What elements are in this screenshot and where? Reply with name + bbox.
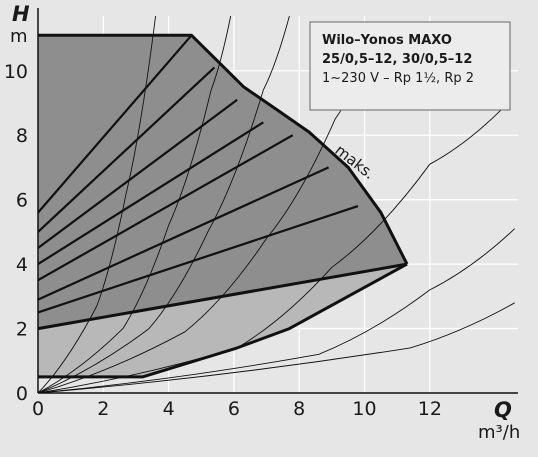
x-axis-unit: m³/h <box>478 422 520 443</box>
operating-fields <box>38 35 407 377</box>
y-tick-label: 0 <box>16 383 28 405</box>
y-tick-label: 4 <box>16 254 28 276</box>
x-tick-label: 0 <box>32 398 44 420</box>
x-axis-symbol: Q <box>494 398 512 422</box>
legend-line-1: Wilo–Yonos MAXO <box>322 33 452 48</box>
system-curve <box>37 302 515 394</box>
legend-box: Wilo–Yonos MAXO 25/0,5–12, 30/0,5–12 1~2… <box>309 21 511 111</box>
x-tick-label: 10 <box>352 398 376 420</box>
pump-curve-curve-from-4.0 <box>37 121 264 266</box>
x-tick-label: 8 <box>293 398 305 420</box>
tick-labels: 0 2 4 6 8 10 12 0 2 4 6 8 10 <box>4 61 442 420</box>
x-tick-label: 4 <box>163 398 175 420</box>
y-tick-label: 10 <box>4 61 28 83</box>
x-tick-label: 12 <box>418 398 442 420</box>
pump-curve-lower-boundary <box>38 262 408 379</box>
pump-curve-curve-from-5.0 <box>37 66 216 233</box>
y-tick-label: 6 <box>16 190 28 212</box>
system-curve <box>37 15 290 394</box>
y-axis-unit: m <box>10 26 28 47</box>
pump-curve-curve-from-5.6 <box>37 34 193 214</box>
pump-curve-max-curve <box>38 33 409 265</box>
legend-line-3: 1~230 V – Rp 1½, Rp 2 <box>322 71 474 86</box>
pump-curve-curve-from-4.5 <box>37 98 238 249</box>
y-axis-symbol: H <box>12 2 30 26</box>
pump-curve-min-curve <box>37 262 408 331</box>
field-dark <box>38 35 407 329</box>
pump-curves <box>37 33 409 379</box>
axes <box>37 8 518 394</box>
system-curve <box>37 15 157 394</box>
pump-curve-curve-from-2.9 <box>37 166 330 301</box>
y-tick-label: 2 <box>16 319 28 341</box>
legend-frame <box>309 21 511 111</box>
system-curve <box>37 228 516 394</box>
pump-curve-curve-from-3.5 <box>37 134 294 282</box>
x-tick-label: 2 <box>97 398 109 420</box>
x-tick-label: 6 <box>228 398 240 420</box>
pump-curve-curve-from-2.5 <box>37 205 359 314</box>
y-tick-label: 8 <box>16 125 28 147</box>
system-curve <box>37 15 232 394</box>
legend-line-2: 25/0,5–12, 30/0,5–12 <box>322 52 472 67</box>
